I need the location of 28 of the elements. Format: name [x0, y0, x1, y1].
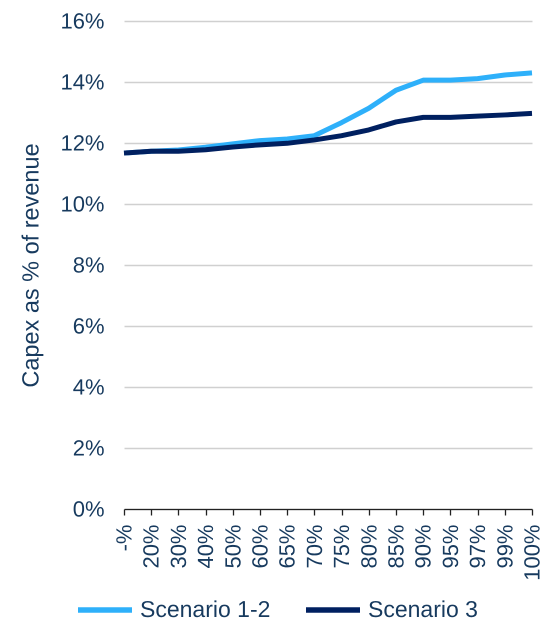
y-tick-label: 0%: [72, 496, 104, 522]
x-tick-label: 70%: [302, 524, 327, 569]
x-tick-label: 60%: [248, 524, 272, 569]
x-tick-label: -%: [112, 524, 136, 552]
y-tick-label: 6%: [72, 314, 104, 338]
x-tick-label: 40%: [193, 524, 218, 569]
legend-label: Scenario 3: [368, 596, 478, 619]
x-tick-label: 65%: [274, 524, 300, 569]
y-tick-label: 4%: [72, 374, 104, 400]
y-axis-title: Capex as % of revenue: [17, 143, 44, 388]
y-tick-label: 10%: [60, 192, 104, 216]
y-tick-label: 14%: [60, 70, 104, 94]
x-tick-label: 99%: [492, 524, 518, 569]
x-tick-label: 75%: [329, 524, 354, 569]
x-tick-label: 97%: [465, 524, 490, 569]
x-tick-label: 100%: [520, 524, 544, 581]
x-tick-label: 20%: [138, 524, 164, 569]
x-tick-label: 90%: [410, 524, 436, 569]
x-tick-label: 95%: [438, 524, 463, 569]
y-tick-label: 8%: [72, 252, 104, 278]
y-tick-label: 16%: [60, 8, 104, 34]
x-tick-label: 30%: [166, 524, 191, 569]
x-tick-label: 80%: [356, 524, 382, 569]
y-tick-label: 2%: [72, 436, 104, 460]
x-tick-label: 85%: [384, 524, 408, 569]
x-tick-label: 50%: [220, 524, 246, 569]
legend-label: Scenario 1-2: [140, 596, 270, 619]
y-tick-label: 12%: [60, 130, 104, 156]
